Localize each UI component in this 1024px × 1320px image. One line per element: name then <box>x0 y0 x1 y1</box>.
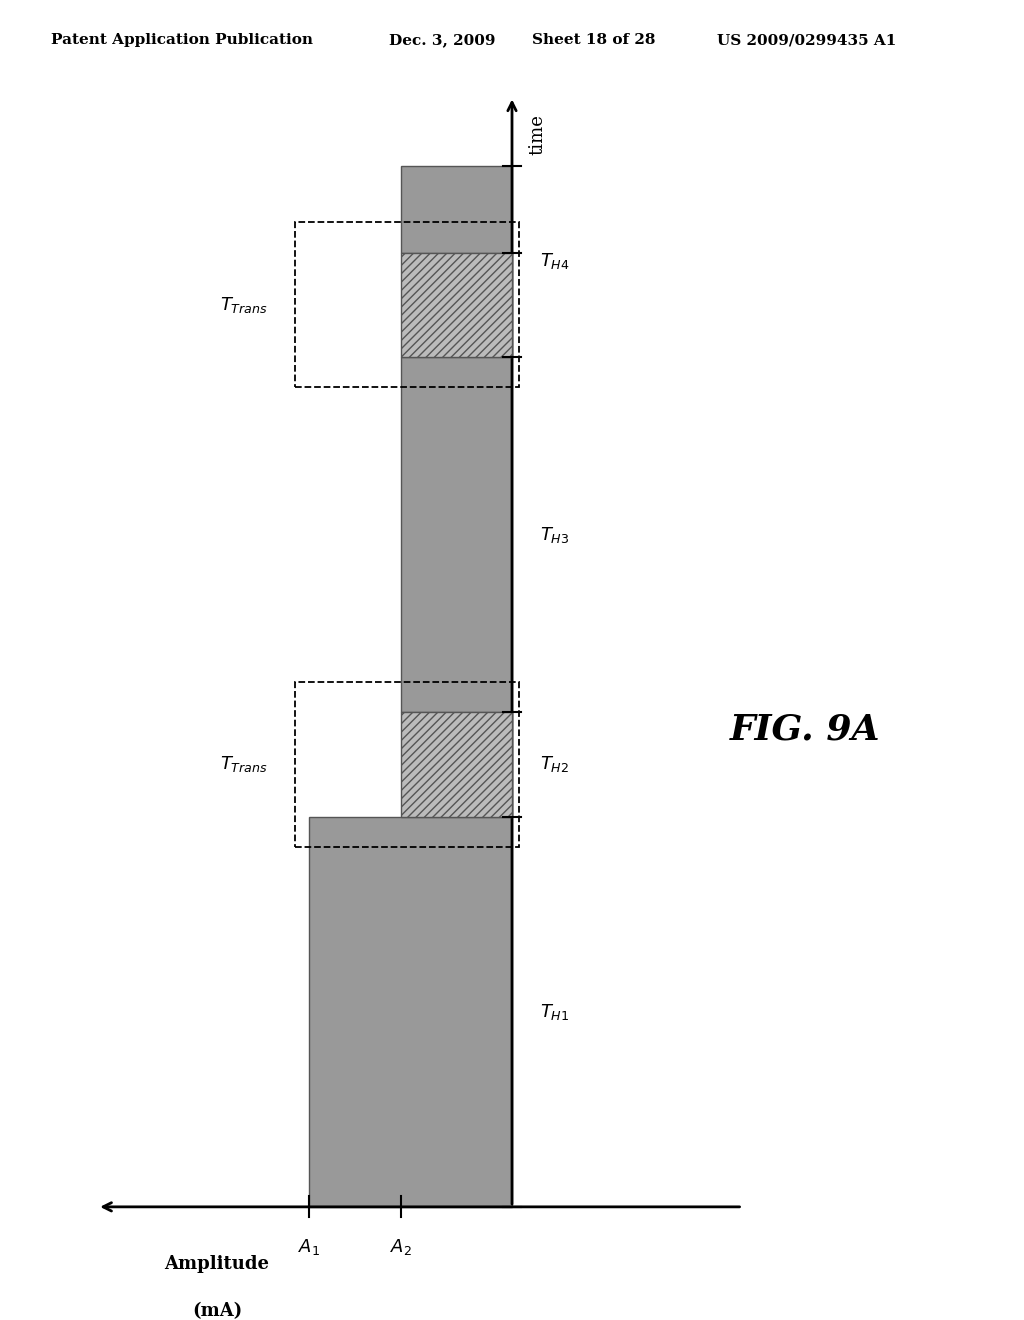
Text: Sheet 18 of 28: Sheet 18 of 28 <box>532 33 656 48</box>
Text: time: time <box>528 114 547 154</box>
Text: Dec. 3, 2009: Dec. 3, 2009 <box>389 33 496 48</box>
Text: $A_1$: $A_1$ <box>298 1237 321 1257</box>
Text: $T_{H3}$: $T_{H3}$ <box>540 524 569 545</box>
Text: US 2009/0299435 A1: US 2009/0299435 A1 <box>717 33 896 48</box>
Text: $T_{H1}$: $T_{H1}$ <box>540 1002 569 1022</box>
Text: $T_{H4}$: $T_{H4}$ <box>540 251 569 272</box>
Bar <box>309 817 512 1206</box>
Bar <box>401 252 512 356</box>
Text: $T_{Trans}$: $T_{Trans}$ <box>220 294 268 314</box>
Text: Patent Application Publication: Patent Application Publication <box>51 33 313 48</box>
Bar <box>401 713 512 817</box>
Text: (mA): (mA) <box>191 1303 243 1320</box>
Bar <box>296 222 519 387</box>
Bar <box>401 356 512 713</box>
Text: $A_2$: $A_2$ <box>390 1237 413 1257</box>
Bar <box>401 166 512 252</box>
Text: FIG. 9A: FIG. 9A <box>730 713 881 747</box>
Text: Amplitude: Amplitude <box>165 1254 269 1272</box>
Text: $T_{Trans}$: $T_{Trans}$ <box>220 755 268 775</box>
Text: $T_{H2}$: $T_{H2}$ <box>540 755 569 775</box>
Bar <box>296 682 519 847</box>
